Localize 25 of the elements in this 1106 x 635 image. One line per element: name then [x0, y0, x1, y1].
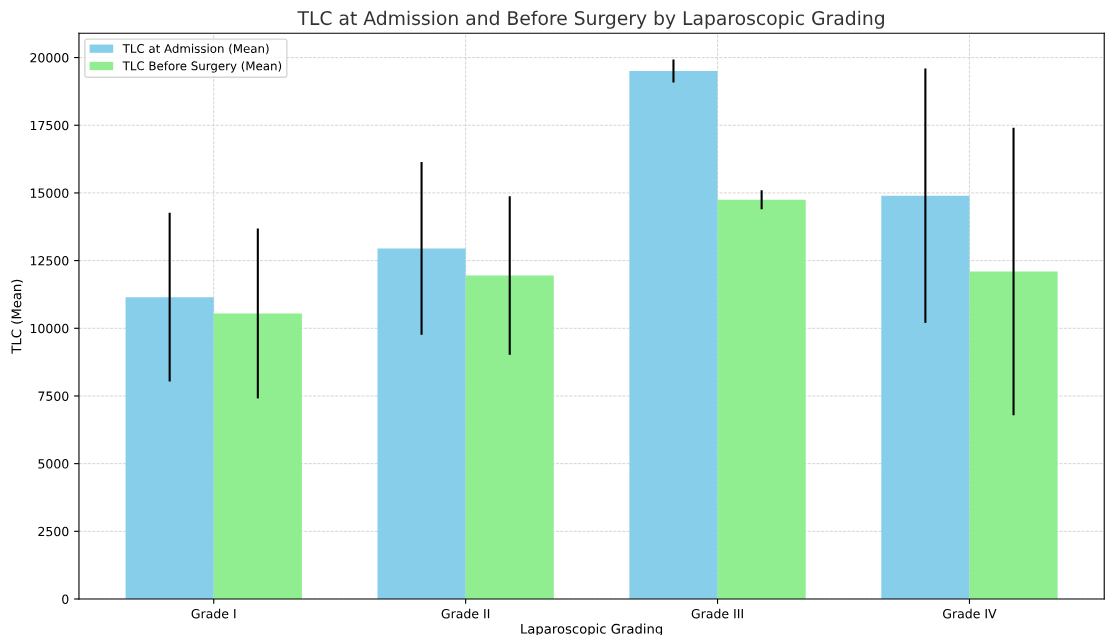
bar: [377, 248, 466, 599]
y-tick-label: 15000: [30, 188, 69, 198]
legend-label: TLC Before Surgery (Mean): [122, 61, 282, 73]
y-tick-label: 2500: [38, 526, 69, 537]
bar: [465, 275, 554, 599]
bar: [213, 313, 302, 599]
bar: [717, 199, 806, 599]
x-tick-label: Grade III: [691, 608, 743, 619]
y-tick-label: 10000: [30, 323, 69, 334]
y-tick-label: 17500: [30, 120, 69, 131]
y-tick-label: 5000: [38, 459, 69, 469]
y-axis-title: TLC (Mean): [11, 279, 23, 354]
bar: [881, 195, 970, 599]
legend-label: TLC at Admission (Mean): [122, 43, 269, 55]
x-tick-label: Grade I: [191, 608, 236, 619]
y-tick-label: 7500: [38, 391, 69, 401]
y-tick-label: 20000: [30, 53, 69, 63]
x-tick-label: Grade IV: [943, 608, 997, 619]
bar: [629, 71, 718, 599]
bar: [125, 297, 214, 599]
bar: [969, 271, 1058, 599]
chart-title: TLC at Admission and Before Surgery by Laparoscopic Grading: [297, 10, 884, 29]
y-tick-label: 12500: [30, 256, 69, 266]
x-tick-label: Grade II: [441, 608, 490, 619]
y-tick-label: 0: [62, 594, 69, 604]
